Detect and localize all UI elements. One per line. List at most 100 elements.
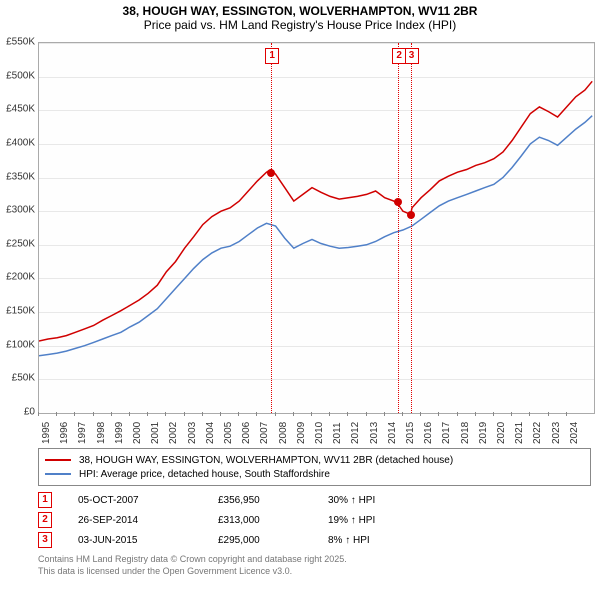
- x-tick-mark: [56, 412, 57, 416]
- x-tick-mark: [111, 412, 112, 416]
- x-tick-mark: [420, 412, 421, 416]
- y-tick-label: £250K: [0, 238, 35, 249]
- x-tick-label: 2017: [441, 422, 452, 444]
- sales-price: £313,000: [218, 515, 328, 526]
- x-tick-mark: [457, 412, 458, 416]
- x-tick-label: 2020: [496, 422, 507, 444]
- x-tick-mark: [256, 412, 257, 416]
- legend-label: HPI: Average price, detached house, Sout…: [79, 469, 330, 480]
- y-tick-label: £200K: [0, 272, 35, 283]
- x-tick-mark: [329, 412, 330, 416]
- x-tick-mark: [220, 412, 221, 416]
- sale-dot: [407, 211, 415, 219]
- x-tick-mark: [347, 412, 348, 416]
- sales-row: 105-OCT-2007£356,95030% ↑ HPI: [38, 490, 428, 510]
- legend: 38, HOUGH WAY, ESSINGTON, WOLVERHAMPTON,…: [38, 448, 591, 486]
- x-tick-label: 2019: [478, 422, 489, 444]
- title-line2: Price paid vs. HM Land Registry's House …: [0, 18, 600, 32]
- x-tick-mark: [402, 412, 403, 416]
- series-price_paid: [39, 81, 592, 341]
- x-tick-label: 2008: [278, 422, 289, 444]
- x-tick-mark: [93, 412, 94, 416]
- sale-dot: [267, 169, 275, 177]
- x-tick-label: 2011: [332, 422, 343, 444]
- sales-row: 2 26-SEP-2014£313,00019% ↑ HPI: [38, 510, 428, 530]
- x-tick-label: 2009: [296, 422, 307, 444]
- x-tick-label: 1998: [96, 422, 107, 444]
- chart-lines-svg: [39, 43, 594, 413]
- x-tick-label: 2018: [460, 422, 471, 444]
- y-tick-label: £0: [0, 407, 35, 418]
- y-tick-label: £400K: [0, 137, 35, 148]
- x-tick-label: 2024: [569, 422, 580, 444]
- x-tick-mark: [384, 412, 385, 416]
- x-tick-mark: [438, 412, 439, 416]
- sale-dot: [394, 198, 402, 206]
- series-hpi: [39, 116, 592, 356]
- sales-row: 303-JUN-2015£295,0008% ↑ HPI: [38, 530, 428, 550]
- x-tick-mark: [529, 412, 530, 416]
- x-tick-label: 2015: [405, 422, 416, 444]
- x-tick-mark: [74, 412, 75, 416]
- x-tick-mark: [293, 412, 294, 416]
- sales-pct: 19% ↑ HPI: [328, 515, 428, 526]
- sales-date: 05-OCT-2007: [78, 495, 218, 506]
- x-tick-mark: [38, 412, 39, 416]
- sales-marker: 2: [38, 512, 52, 528]
- x-tick-label: 1995: [41, 422, 52, 444]
- x-tick-label: 2007: [259, 422, 270, 444]
- x-tick-label: 1999: [114, 422, 125, 444]
- legend-swatch: [45, 473, 71, 475]
- x-tick-label: 2016: [423, 422, 434, 444]
- x-tick-label: 2012: [350, 422, 361, 444]
- sale-vline: [398, 43, 399, 413]
- x-tick-label: 2005: [223, 422, 234, 444]
- sales-pct: 8% ↑ HPI: [328, 535, 428, 546]
- sales-date: 03-JUN-2015: [78, 535, 218, 546]
- sale-marker-box: 3: [405, 48, 419, 64]
- sales-date: 26-SEP-2014: [78, 515, 218, 526]
- sales-pct: 30% ↑ HPI: [328, 495, 428, 506]
- x-tick-label: 2003: [187, 422, 198, 444]
- x-tick-mark: [475, 412, 476, 416]
- y-tick-label: £550K: [0, 37, 35, 48]
- title-block: 38, HOUGH WAY, ESSINGTON, WOLVERHAMPTON,…: [0, 0, 600, 32]
- x-tick-mark: [548, 412, 549, 416]
- x-tick-label: 2006: [241, 422, 252, 444]
- x-tick-label: 2002: [168, 422, 179, 444]
- x-tick-mark: [184, 412, 185, 416]
- x-tick-label: 2021: [514, 422, 525, 444]
- x-tick-label: 2010: [314, 422, 325, 444]
- x-tick-label: 1997: [77, 422, 88, 444]
- x-tick-label: 2014: [387, 422, 398, 444]
- x-tick-label: 2000: [132, 422, 143, 444]
- x-tick-mark: [366, 412, 367, 416]
- y-tick-label: £450K: [0, 104, 35, 115]
- title-line1: 38, HOUGH WAY, ESSINGTON, WOLVERHAMPTON,…: [0, 4, 600, 18]
- x-tick-label: 2004: [205, 422, 216, 444]
- legend-row: HPI: Average price, detached house, Sout…: [45, 467, 584, 481]
- x-tick-label: 2022: [532, 422, 543, 444]
- x-tick-mark: [566, 412, 567, 416]
- x-tick-mark: [311, 412, 312, 416]
- x-tick-mark: [493, 412, 494, 416]
- x-tick-mark: [129, 412, 130, 416]
- x-tick-mark: [275, 412, 276, 416]
- x-tick-label: 2013: [369, 422, 380, 444]
- legend-row: 38, HOUGH WAY, ESSINGTON, WOLVERHAMPTON,…: [45, 453, 584, 467]
- sale-vline: [271, 43, 272, 413]
- chart-plot-area: 123: [38, 42, 595, 414]
- sale-marker-box: 1: [265, 48, 279, 64]
- x-tick-label: 2001: [150, 422, 161, 444]
- x-tick-label: 1996: [59, 422, 70, 444]
- x-tick-mark: [202, 412, 203, 416]
- sales-price: £295,000: [218, 535, 328, 546]
- x-tick-mark: [511, 412, 512, 416]
- legend-label: 38, HOUGH WAY, ESSINGTON, WOLVERHAMPTON,…: [79, 455, 453, 466]
- x-tick-mark: [165, 412, 166, 416]
- y-tick-label: £350K: [0, 171, 35, 182]
- legend-swatch: [45, 459, 71, 461]
- x-tick-mark: [147, 412, 148, 416]
- y-tick-label: £300K: [0, 205, 35, 216]
- y-tick-label: £100K: [0, 339, 35, 350]
